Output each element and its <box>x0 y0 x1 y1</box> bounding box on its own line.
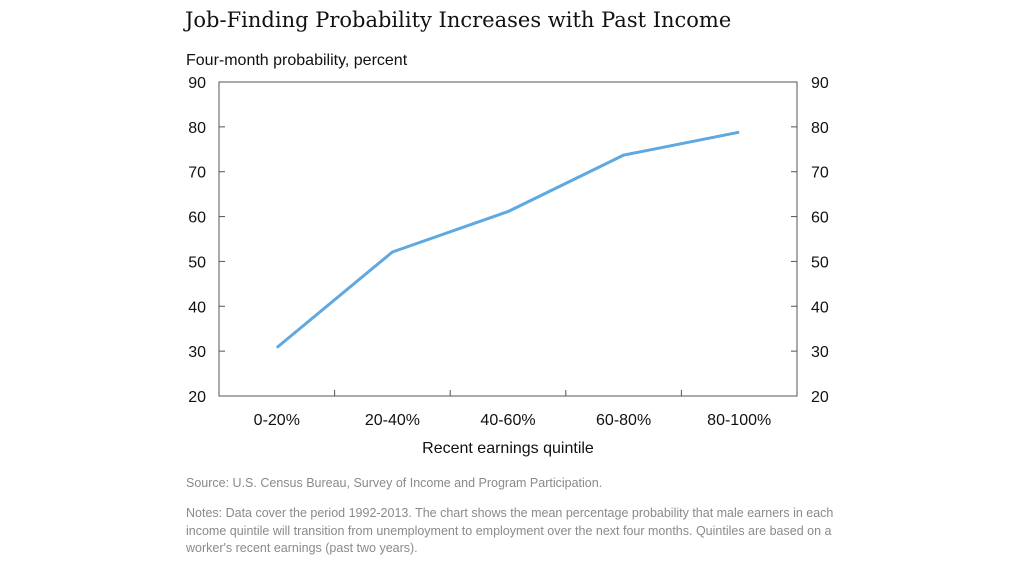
y-tick-label-right: 50 <box>811 254 829 271</box>
plot-area-frame <box>218 81 798 397</box>
y-tick-label-right: 90 <box>811 75 829 92</box>
y-tick-label-left: 90 <box>188 75 206 92</box>
notes-text: Notes: Data cover the period 1992-2013. … <box>186 506 834 555</box>
right-y-axis: 20 30 40 50 60 70 80 90 <box>791 75 829 406</box>
x-tick-label: 60-80% <box>596 412 651 429</box>
x-axis: 0-20% 20-40% 40-60% 60-80% 80-100% <box>254 390 771 429</box>
x-tick-label: 80-100% <box>707 412 771 429</box>
left-y-axis: 20 30 40 50 60 70 80 90 <box>188 75 225 406</box>
series-line <box>275 130 740 349</box>
x-tick-label: 20-40% <box>365 412 420 429</box>
y-tick-label-right: 20 <box>811 389 829 406</box>
chart-title: Job-Finding Probability Increases with P… <box>185 8 732 32</box>
series-layer <box>275 130 740 349</box>
x-tick-label: 40-60% <box>480 412 535 429</box>
y-tick-label-left: 20 <box>188 389 206 406</box>
y-tick-label-right: 40 <box>811 299 829 316</box>
y-tick-label-left: 40 <box>188 299 206 316</box>
y-tick-label-left: 70 <box>188 165 206 182</box>
y-tick-label-right: 70 <box>811 165 829 182</box>
y-tick-label-left: 30 <box>188 344 206 361</box>
y-tick-label-left: 80 <box>188 120 206 137</box>
x-axis-label: Recent earnings quintile <box>422 440 594 457</box>
source-note: Source: U.S. Census Bureau, Survey of In… <box>186 476 603 490</box>
y-tick-label-right: 80 <box>811 120 829 137</box>
y-tick-label-left: 50 <box>188 254 206 271</box>
y-axis-label: Four-month probability, percent <box>186 52 408 69</box>
x-tick-label: 0-20% <box>254 412 300 429</box>
y-tick-label-left: 60 <box>188 210 206 227</box>
y-tick-label-right: 30 <box>811 344 829 361</box>
y-tick-label-right: 60 <box>811 210 829 227</box>
